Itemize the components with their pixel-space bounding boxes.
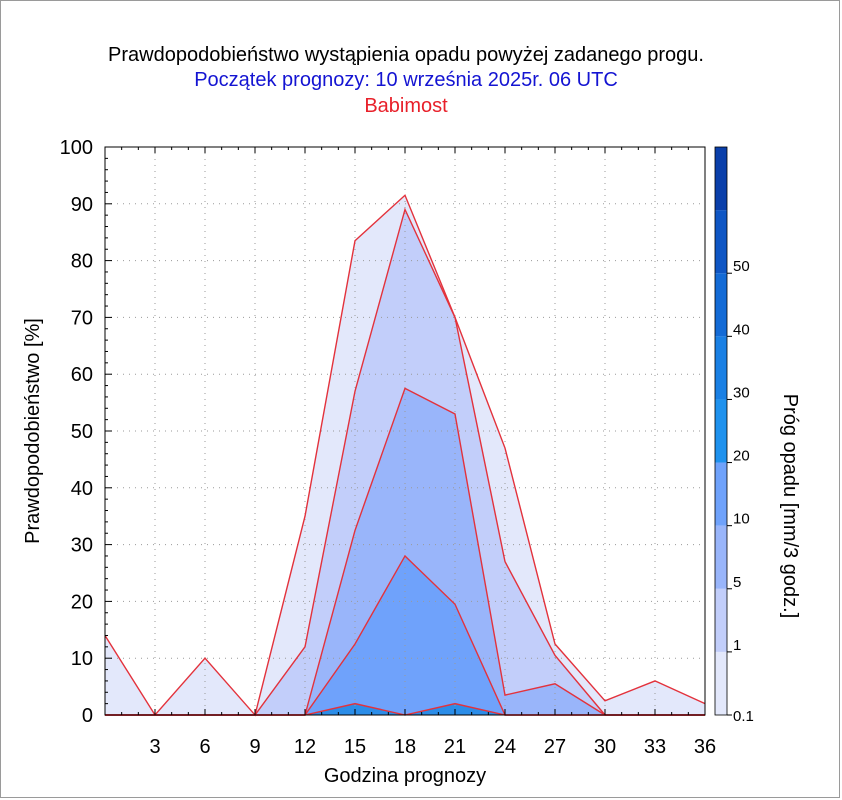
colorbar-segment <box>715 399 727 463</box>
colorbar-segment <box>715 525 727 589</box>
grid-layer <box>105 147 706 715</box>
colorbar-segment <box>715 210 727 274</box>
x-tick-label: 12 <box>294 736 316 758</box>
x-tick-label: 3 <box>149 736 160 758</box>
y-axis-label: Prawdopodobieństwo [%] <box>22 318 44 544</box>
series-line-0_1 <box>104 194 706 717</box>
colorbar-label: Próg opadu [mm/3 godz.] <box>779 394 801 619</box>
colorbar-segment <box>715 336 727 400</box>
colorbar-tick-label: 10 <box>733 511 750 528</box>
y-tick-label: 100 <box>60 137 93 159</box>
x-tick-label: 6 <box>199 736 210 758</box>
colorbar-border <box>714 146 728 716</box>
y-tick-label: 90 <box>71 194 93 216</box>
x-tick-label: 9 <box>249 736 260 758</box>
colorbar: 0.1 1 5 10 20 30 40 50 <box>714 146 754 725</box>
colorbar-tick-label: 40 <box>733 321 750 338</box>
x-tick-label: 30 <box>594 736 616 758</box>
colorbar-tick-label: 30 <box>733 384 750 401</box>
axes-layer: 3 6 9 12 15 18 21 24 27 30 33 360102030405060708090… <box>60 137 717 758</box>
y-tick-label: 70 <box>71 307 93 329</box>
colorbar-tick-label: 20 <box>733 448 750 465</box>
x-tick-label: 33 <box>644 736 666 758</box>
colorbar-segment <box>715 273 727 337</box>
colorbar-segment <box>715 588 727 652</box>
colorbar-segment <box>715 651 727 715</box>
x-tick-label: 15 <box>344 736 366 758</box>
y-tick-label: 20 <box>71 591 93 613</box>
x-tick-label: 24 <box>494 736 516 758</box>
y-tick-label: 60 <box>71 364 93 386</box>
colorbar-tick-label: 5 <box>733 574 741 591</box>
y-tick-label: 0 <box>82 705 93 727</box>
chart-subtitle: Początek prognozy: 10 września 2025r. 06… <box>194 69 618 91</box>
colorbar-segment <box>715 147 727 211</box>
colorbar-tick-label: 1 <box>733 637 741 654</box>
y-tick-label: 50 <box>71 421 93 443</box>
colorbar-tick-label: 50 <box>733 258 750 275</box>
area-threshold-10 <box>105 555 705 715</box>
y-tick-label: 40 <box>71 478 93 500</box>
x-tick-label: 21 <box>444 736 466 758</box>
x-tick-label: 18 <box>394 736 416 758</box>
colorbar-tick-label: 0.1 <box>733 708 754 725</box>
x-tick-label: 36 <box>694 736 716 758</box>
chart-location: Babimost <box>364 95 448 117</box>
x-tick-label: 27 <box>544 736 566 758</box>
chart-title: Prawdopodobieństwo wystąpienia opadu pow… <box>108 44 704 66</box>
x-axis-label: Godzina prognozy <box>324 765 486 787</box>
y-tick-label: 10 <box>71 648 93 670</box>
area-layer <box>105 195 705 716</box>
y-tick-label: 30 <box>71 535 93 557</box>
y-tick-label: 80 <box>71 251 93 273</box>
colorbar-segment <box>715 462 727 526</box>
area-threshold-5 <box>105 388 705 715</box>
